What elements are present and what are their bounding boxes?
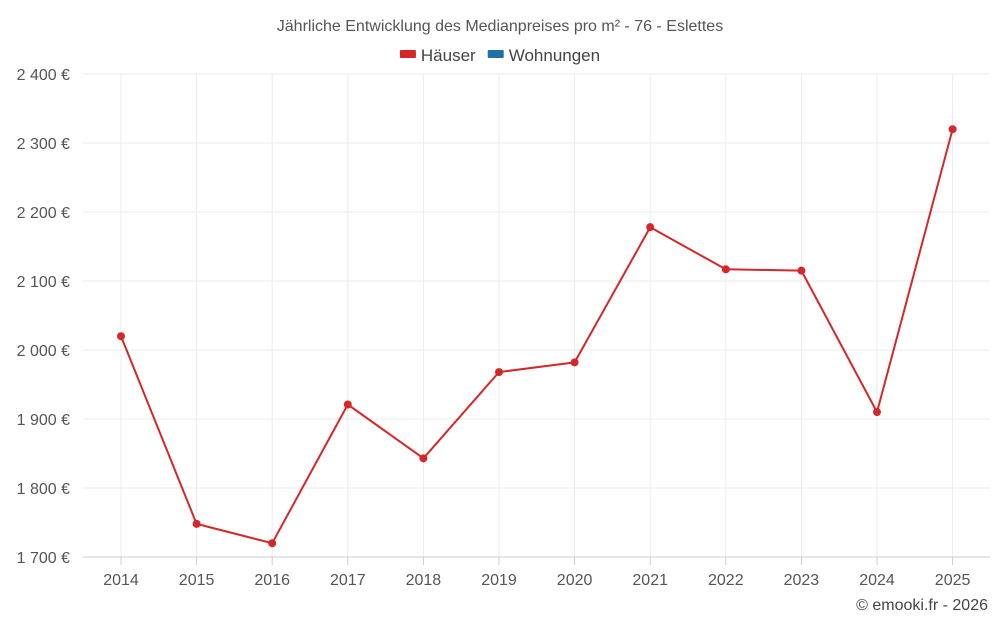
data-point[interactable] (646, 223, 655, 232)
data-point[interactable] (117, 332, 125, 341)
x-tick-label: 2020 (557, 572, 593, 589)
x-tick-label: 2024 (859, 572, 895, 589)
x-tick-label: 2016 (254, 572, 290, 589)
x-tick-label: 2018 (406, 572, 442, 589)
x-tick-label: 2017 (330, 572, 366, 589)
data-point[interactable] (495, 368, 503, 377)
y-tick-label: 2 200 € (17, 205, 70, 222)
legend-label[interactable]: Wohnungen (509, 46, 600, 65)
data-point[interactable] (948, 125, 957, 134)
data-point[interactable] (797, 266, 806, 275)
x-tick-label: 2019 (481, 572, 517, 589)
x-tick-label: 2021 (632, 572, 668, 589)
y-tick-label: 2 000 € (17, 343, 70, 360)
x-tick-label: 2023 (784, 572, 820, 589)
y-tick-label: 2 300 € (17, 136, 70, 153)
legend-swatch[interactable] (487, 50, 504, 58)
data-point[interactable] (343, 400, 352, 409)
axes: 1 700 € 1 800 € 1 900 € 2 000 € 2 100 € 2 200… (17, 67, 990, 589)
data-point[interactable] (570, 358, 579, 367)
data-point[interactable] (873, 408, 881, 417)
chart-title: Jährliche Entwicklung des Medianpreises … (277, 18, 723, 35)
series-layer (117, 125, 957, 548)
legend-label[interactable]: Häuser (421, 46, 476, 65)
y-tick-label: 1 800 € (17, 481, 70, 498)
x-tick-label: 2015 (179, 572, 215, 589)
grid (83, 73, 990, 557)
y-tick-label: 2 100 € (17, 274, 70, 291)
credit-text: © emooki.fr - 2026 (856, 597, 988, 614)
y-tick-label: 1 900 € (17, 412, 70, 429)
series-line-0 (120, 128, 954, 545)
x-tick-label: 2025 (935, 572, 971, 589)
data-point[interactable] (192, 519, 201, 528)
data-point[interactable] (419, 454, 428, 463)
data-point[interactable] (268, 539, 277, 548)
x-tick-label: 2022 (708, 572, 744, 589)
y-tick-label: 2 400 € (17, 67, 70, 84)
legend: Häuser Wohnungen (399, 46, 600, 65)
legend-swatch[interactable] (399, 50, 416, 58)
data-point[interactable] (721, 265, 730, 274)
y-tick-label: 1 700 € (17, 550, 70, 567)
x-tick-label: 2014 (103, 572, 139, 589)
